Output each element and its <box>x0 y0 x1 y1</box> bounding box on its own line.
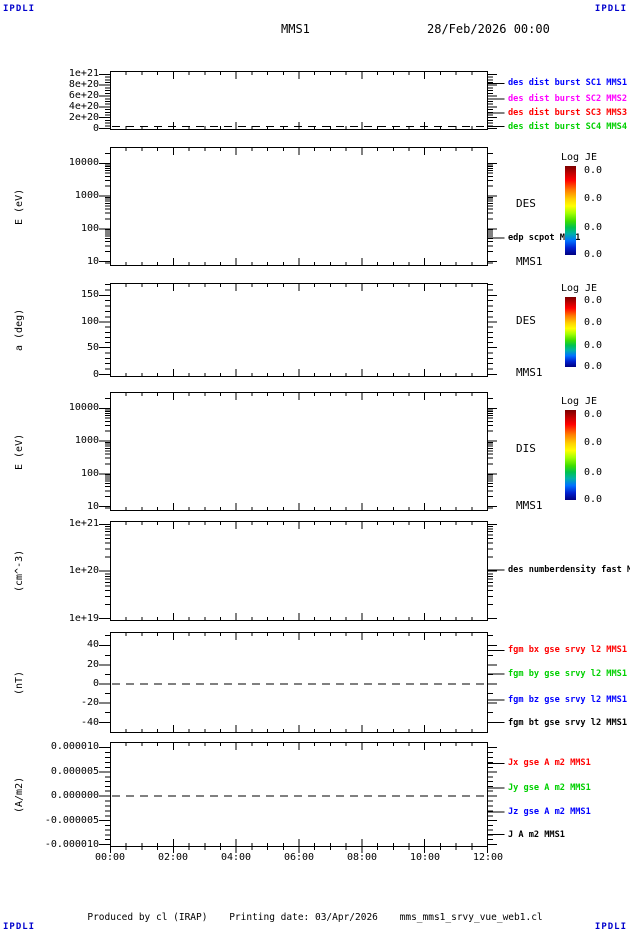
instrument-label: MMS1 <box>516 365 543 379</box>
y-tick-label: -20 <box>80 697 99 708</box>
y-tick-label: 10 <box>86 500 99 512</box>
colorbar <box>565 166 576 255</box>
y-tick-label: 0 <box>92 368 99 380</box>
ipdli-logo-bottom-left: IPDLI <box>3 922 36 932</box>
series-label: fgm by gse srvy l2 MMS1 <box>508 669 627 680</box>
panel-des-pitch-angle-plot-area <box>99 283 497 377</box>
y-tick-label: 100 <box>80 316 99 327</box>
colorbar-tick-label: 0.0 <box>584 409 603 421</box>
y-tick-label: 0 <box>92 678 99 689</box>
y-tick-label: 2e+20 <box>68 112 99 124</box>
time-tick-label: 10:00 <box>409 852 441 863</box>
time-tick-label: 12:00 <box>472 852 504 863</box>
series-label: Jy gse A m2 MMS1 <box>508 782 591 793</box>
y-axis-title: E (eV) <box>14 188 25 225</box>
y-tick-label: 8e+20 <box>68 78 99 90</box>
y-tick-label: 100 <box>80 467 99 479</box>
colorbar-tick-label: 0.0 <box>584 295 603 307</box>
series-label: fgm bz gse srvy l2 MMS1 <box>508 694 627 705</box>
y-tick-label: 10000 <box>68 156 99 168</box>
y-tick-label: 50 <box>86 341 99 353</box>
series-label: des numberdensity fast M <box>508 565 630 575</box>
instrument-label: DIS <box>516 441 536 455</box>
footer-printing-date: Printing date: 03/Apr/2026 <box>229 912 378 923</box>
y-axis-title: (cm^-3) <box>14 549 25 593</box>
panel-current-density-plot-area <box>99 742 505 853</box>
y-tick-label: 10 <box>86 255 99 267</box>
ipdli-logo-top-left: IPDLI <box>3 4 36 14</box>
panel-des-dist-burst-plot-area <box>99 71 505 130</box>
series-label: Jz gse A m2 MMS1 <box>508 807 591 818</box>
plot-start-datetime: 28/Feb/2026 00:00 <box>427 22 550 36</box>
ipdli-logo-bottom-right: IPDLI <box>594 922 627 932</box>
time-tick-label: 04:00 <box>220 852 252 863</box>
series-label: fgm bx gse srvy l2 MMS1 <box>508 644 627 655</box>
colorbar-title: Log JE <box>560 283 598 294</box>
y-tick-label: 1e+19 <box>68 613 99 624</box>
y-tick-label: 0.000000 <box>50 789 99 801</box>
y-tick-label: 100 <box>80 222 99 234</box>
y-tick-label: -0.000005 <box>44 814 99 826</box>
y-tick-label: 0 <box>92 122 99 134</box>
colorbar-tick-label: 0.0 <box>584 316 603 328</box>
panel-des-energy-spectrogram-plot-area <box>99 147 505 266</box>
series-label: des dist burst SC1 MMS1 <box>508 77 627 88</box>
instrument-label: DES <box>516 314 536 327</box>
series-label: des dist burst SC3 MMS3 <box>508 108 627 118</box>
footer-filename: mms_mms1_srvy_vue_web1.cl <box>399 912 543 923</box>
panel-des-numberdensity-plot-area <box>99 521 505 621</box>
colorbar-tick-label: 0.0 <box>584 361 603 372</box>
footer: Produced by cl (IRAP) Printing date: 03/… <box>0 912 630 923</box>
y-tick-label: 6e+20 <box>68 90 99 102</box>
time-tick-label: 02:00 <box>157 852 189 863</box>
y-axis-title: a (deg) <box>14 308 25 352</box>
instrument-label: MMS1 <box>516 255 543 269</box>
colorbar-tick-label: 0.0 <box>584 222 603 234</box>
ipdli-logo-top-right: IPDLI <box>594 4 627 14</box>
y-axis-title: E (eV) <box>14 433 25 470</box>
series-label: Jx gse A m2 MMS1 <box>508 758 591 768</box>
series-label: des dist burst SC4 MMS4 <box>508 121 627 132</box>
time-tick-label: 06:00 <box>283 852 315 863</box>
colorbar-tick-label: 0.0 <box>584 437 603 449</box>
instrument-label: DES <box>516 197 536 211</box>
colorbar <box>565 297 576 367</box>
page-title: MMS1 <box>281 22 310 36</box>
y-tick-label: 150 <box>80 289 99 301</box>
series-label: J A m2 MMS1 <box>508 830 565 841</box>
y-tick-label: 10000 <box>68 401 99 413</box>
colorbar-tick-label: 0.0 <box>584 165 603 177</box>
y-tick-label: 1e+21 <box>68 67 99 79</box>
y-tick-label: 1e+21 <box>68 518 99 529</box>
y-axis-title: (nT) <box>14 670 25 695</box>
time-tick-label: 08:00 <box>346 852 378 863</box>
colorbar-tick-label: 0.0 <box>584 494 603 505</box>
y-tick-label: 1000 <box>74 190 99 202</box>
y-tick-label: -0.000010 <box>44 838 99 850</box>
colorbar-tick-label: 0.0 <box>584 249 603 260</box>
series-label: des dist burst SC2 MMS2 <box>508 94 627 105</box>
y-tick-label: 4e+20 <box>68 100 99 112</box>
instrument-label: MMS1 <box>516 498 543 512</box>
time-tick-label: 00:00 <box>94 852 126 863</box>
footer-produced-by: Produced by cl (IRAP) <box>87 912 208 923</box>
y-tick-label: 40 <box>86 639 99 651</box>
colorbar-tick-label: 0.0 <box>584 192 603 204</box>
colorbar-tick-label: 0.0 <box>584 467 603 478</box>
colorbar-tick-label: 0.0 <box>584 340 603 351</box>
colorbar-title: Log JE <box>560 396 598 407</box>
colorbar-title: Log JE <box>560 152 598 163</box>
y-tick-label: 1000 <box>74 435 99 447</box>
series-label: fgm bt gse srvy l2 MMS1 <box>508 717 627 728</box>
y-tick-label: 0.000010 <box>50 741 99 753</box>
y-tick-label: 1e+20 <box>68 565 99 576</box>
y-tick-label: -40 <box>80 716 99 728</box>
y-tick-label: 0.000005 <box>50 766 99 778</box>
panel-fgm-magnetic-field-plot-area <box>99 632 505 733</box>
colorbar <box>565 410 576 500</box>
y-tick-label: 20 <box>86 659 99 671</box>
panel-dis-energy-spectrogram-plot-area <box>99 392 497 511</box>
y-axis-title: (A/m2) <box>14 776 25 813</box>
